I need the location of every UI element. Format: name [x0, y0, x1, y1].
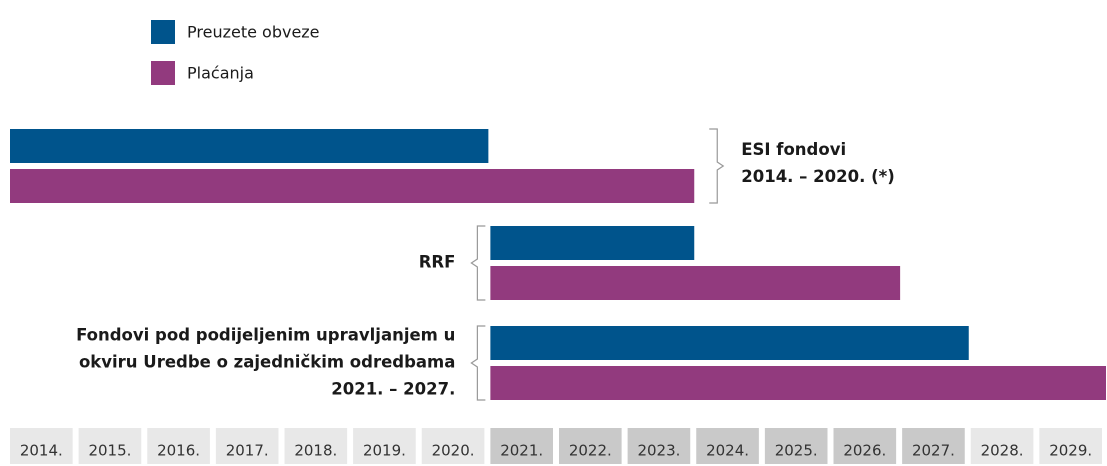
year-cell: [902, 428, 965, 464]
x-tick-label: 2027.: [912, 442, 955, 460]
group-label: okviru Uredbe o zajedničkim odredbama: [79, 353, 455, 372]
x-tick-label: 2024.: [706, 442, 749, 460]
x-tick-label: 2028.: [981, 442, 1024, 460]
year-cell: [78, 428, 142, 464]
bar: [10, 129, 489, 163]
x-tick-label: 2020.: [432, 442, 475, 460]
group-label: Fondovi pod podijeljenim upravljanjem u: [76, 326, 455, 345]
bar: [10, 169, 695, 203]
x-tick-label: 2023.: [637, 442, 680, 460]
group-label: 2021. – 2027.: [331, 380, 455, 399]
x-tick-label: 2016.: [157, 442, 200, 460]
legend-label: Preuzete obveze: [187, 23, 320, 42]
x-tick-label: 2015.: [88, 442, 131, 460]
x-tick-label: 2025.: [775, 442, 818, 460]
year-cell: [764, 428, 828, 464]
group-label: RRF: [419, 253, 456, 272]
year-cell: [284, 428, 348, 464]
bar: [490, 226, 695, 260]
legend-swatch: [151, 61, 175, 85]
year-cell: [421, 428, 485, 464]
year-cell: [559, 428, 622, 464]
bar: [490, 266, 901, 300]
year-cell: [627, 428, 691, 464]
bracket: [470, 325, 486, 401]
year-cell: [10, 428, 73, 464]
x-tick-label: 2022.: [569, 442, 612, 460]
legend-swatch: [151, 20, 175, 44]
year-cell: [147, 428, 210, 464]
x-tick-label: 2021.: [500, 442, 543, 460]
x-tick-label: 2019.: [363, 442, 406, 460]
x-tick-label: 2029.: [1049, 442, 1092, 460]
x-tick-label: 2014.: [20, 442, 63, 460]
year-cell: [353, 428, 416, 464]
bar: [490, 326, 969, 360]
year-cell: [215, 428, 279, 464]
x-tick-label: 2026.: [843, 442, 886, 460]
year-cell: [696, 428, 759, 464]
bar: [490, 366, 1106, 400]
x-tick-label: 2018.: [294, 442, 337, 460]
bracket: [709, 128, 725, 204]
year-cell: [833, 428, 897, 464]
bracket: [470, 225, 486, 301]
legend-label: Plaćanja: [187, 64, 254, 83]
x-tick-label: 2017.: [226, 442, 269, 460]
year-cell: [1039, 428, 1102, 464]
year-cell: [970, 428, 1034, 464]
group-label: 2014. – 2020. (*): [741, 167, 895, 186]
year-cell: [490, 428, 553, 464]
group-label: ESI fondovi: [741, 140, 846, 159]
